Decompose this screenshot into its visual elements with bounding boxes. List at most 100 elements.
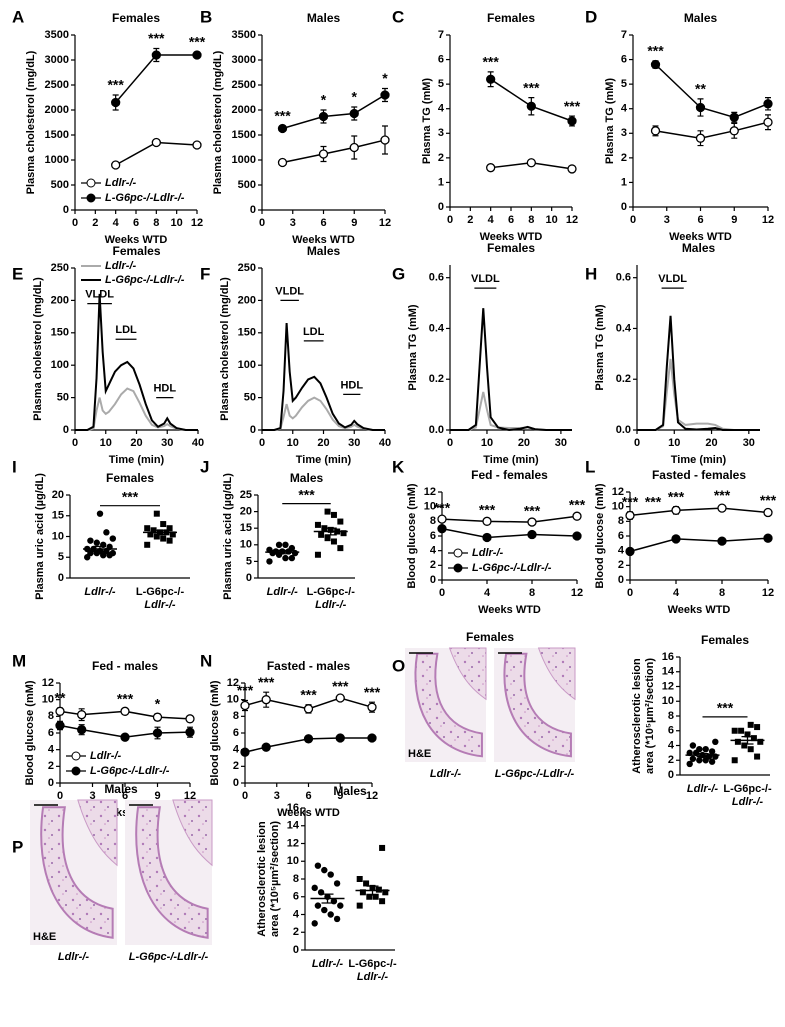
image-label: Ldlr-/- xyxy=(58,951,89,963)
data-point xyxy=(747,746,754,753)
panel: H Males 0.0 0.2 0.4 0.6 Plasma TG (mM) 0 10 20 30 T… xyxy=(585,241,760,466)
y-tick-label: 15 xyxy=(240,522,252,534)
marker xyxy=(185,714,195,724)
y-tick-label: 0 xyxy=(58,572,64,584)
data-point xyxy=(93,539,101,546)
panel-title: Females xyxy=(466,630,514,644)
y-axis-label: Plasma TG (mM) xyxy=(407,304,419,391)
y-tick-label: 0.2 xyxy=(429,373,444,385)
marker xyxy=(335,693,345,703)
category-label: L-G6pc-/- xyxy=(723,783,772,795)
data-point xyxy=(321,525,328,532)
category-label: Ldlr-/- xyxy=(357,971,388,983)
panel: J Males 0 5 10 15 20 25 Plasma uric acid (µg/dL)… xyxy=(200,457,355,610)
series-line xyxy=(654,63,769,119)
y-tick-label: 250 xyxy=(51,262,69,274)
marker xyxy=(111,160,121,170)
category-label: Ldlr-/- xyxy=(732,796,763,808)
x-tick-label: 3 xyxy=(274,790,280,802)
x-tick-label: 8 xyxy=(719,587,725,599)
data-point xyxy=(144,525,151,532)
data-point xyxy=(337,902,344,909)
marker xyxy=(120,706,130,716)
significance: * xyxy=(155,696,161,712)
y-tick-label: 20 xyxy=(240,506,252,518)
x-axis-label: Weeks WTD xyxy=(478,604,541,616)
marker xyxy=(729,126,739,136)
data-point xyxy=(712,738,719,746)
data-point xyxy=(275,541,283,548)
data-point xyxy=(169,531,176,538)
marker xyxy=(240,747,250,757)
marker xyxy=(717,503,727,513)
data-point xyxy=(314,521,321,528)
significance: *** xyxy=(148,30,165,46)
significance: * xyxy=(352,89,358,105)
y-tick-label: 4 xyxy=(438,103,445,115)
panel-title: Males xyxy=(333,784,367,798)
y-tick-label: 8 xyxy=(618,515,624,527)
x-tick-label: 8 xyxy=(528,214,534,226)
panel-letter: O xyxy=(392,656,405,675)
series-line xyxy=(282,139,386,164)
marker xyxy=(192,50,202,60)
y-tick-label: 200 xyxy=(51,294,69,306)
y-tick-label: 10 xyxy=(662,695,674,707)
data-point xyxy=(324,508,331,515)
sem-bar xyxy=(321,893,334,904)
x-tick-label: 30 xyxy=(348,437,360,449)
marker xyxy=(380,135,390,145)
data-point xyxy=(754,724,761,731)
y-axis-label: Plasma cholesterol (mg/dL) xyxy=(25,50,37,194)
panel-letter: D xyxy=(585,7,597,26)
data-point xyxy=(314,551,321,558)
marker xyxy=(151,137,161,148)
data-point xyxy=(311,884,318,892)
y-tick-label: 1 xyxy=(438,176,444,188)
series-line xyxy=(75,387,198,431)
x-tick-label: 0 xyxy=(630,214,636,226)
significance: *** xyxy=(300,686,317,702)
panel: Females 0 2 4 6 8 10 12 14 16 Atherosclerotic lesi… xyxy=(631,633,772,808)
x-tick-label: 0 xyxy=(72,217,78,229)
y-tick-label: 2 xyxy=(438,152,444,164)
y-tick-label: 8 xyxy=(293,873,299,885)
x-tick-label: 0 xyxy=(447,437,453,449)
marker xyxy=(349,142,359,153)
y-axis-label: Blood glucose (mM) xyxy=(594,483,606,588)
y-tick-label: 2000 xyxy=(232,104,256,116)
y-tick-label: 6 xyxy=(621,53,627,65)
panel-letter: K xyxy=(392,457,405,476)
data-point xyxy=(337,545,344,552)
panel: M Fed - males 0 2 4 6 8 10 12 Blood glucose (mM) 0… xyxy=(12,651,196,818)
x-tick-label: 12 xyxy=(762,587,774,599)
y-axis-label: Atherosclerotic lesion xyxy=(631,658,643,774)
data-point xyxy=(747,721,754,728)
y-tick-label: 12 xyxy=(227,677,239,689)
x-tick-label: 30 xyxy=(555,437,567,449)
marker xyxy=(486,74,496,84)
data-point xyxy=(356,876,363,882)
marker xyxy=(695,102,706,113)
legend-label: Ldlr-/- xyxy=(472,547,503,559)
y-tick-label: 12 xyxy=(612,486,624,498)
panel-title: Males xyxy=(682,241,716,255)
category-label: L-G6pc-/- xyxy=(307,586,356,598)
legend-label: L-G6pc-/-Ldlr-/- xyxy=(105,274,185,286)
data-point xyxy=(96,510,104,517)
sem-bar xyxy=(154,529,166,536)
x-tick-label: 4 xyxy=(488,214,495,226)
stain-label: H&E xyxy=(408,748,431,760)
panel-letter: H xyxy=(585,264,597,283)
marker xyxy=(349,108,359,119)
panel-letter: F xyxy=(200,264,210,283)
x-axis-label: Time (min) xyxy=(483,454,539,466)
x-tick-label: 40 xyxy=(192,437,204,449)
x-tick-label: 4 xyxy=(113,217,120,229)
tissue xyxy=(414,652,483,758)
x-tick-label: 0 xyxy=(447,214,453,226)
legend-label: L-G6pc-/-Ldlr-/- xyxy=(105,192,185,204)
marker xyxy=(261,695,271,705)
y-tick-label: 4 xyxy=(293,908,300,920)
significance: *** xyxy=(647,43,664,59)
